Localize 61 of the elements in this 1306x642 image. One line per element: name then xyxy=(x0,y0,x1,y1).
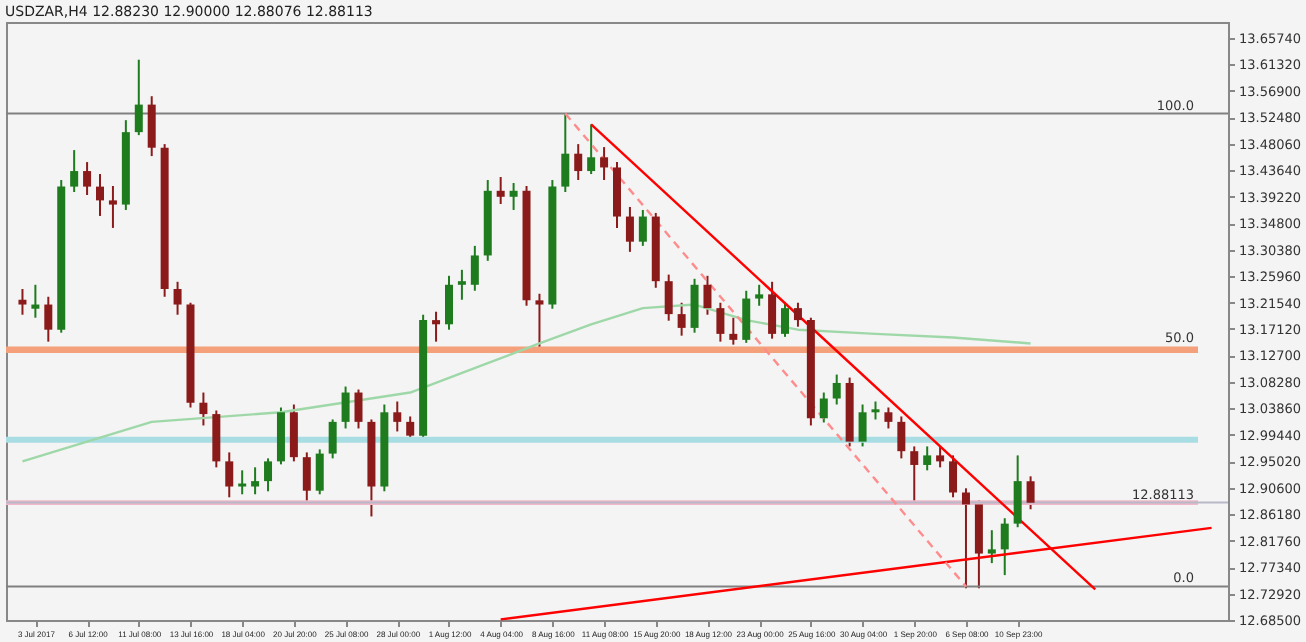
candlestick xyxy=(1000,517,1009,577)
candlestick xyxy=(729,316,738,346)
candlestick xyxy=(574,143,583,182)
candlestick xyxy=(923,445,932,472)
candlestick xyxy=(238,469,247,496)
candlestick xyxy=(457,268,466,301)
candlestick xyxy=(354,388,363,430)
candlestick xyxy=(31,283,40,319)
candlestick xyxy=(677,301,686,337)
candlestick xyxy=(173,280,182,316)
candlestick xyxy=(199,391,208,427)
candlestick xyxy=(716,301,725,343)
candlestick xyxy=(936,445,945,469)
candlestick xyxy=(949,454,958,499)
candlestick xyxy=(96,173,105,217)
candlestick xyxy=(496,176,505,205)
candlestick xyxy=(225,451,234,499)
candlestick xyxy=(703,274,712,316)
candlestick xyxy=(289,403,298,463)
candlestick xyxy=(897,415,906,460)
candlestick xyxy=(910,445,919,505)
candlestick xyxy=(793,301,802,328)
candlestick xyxy=(393,400,402,433)
candlestick xyxy=(1026,475,1035,511)
candlestick xyxy=(18,287,27,316)
candlestick xyxy=(509,182,518,211)
candlestick xyxy=(561,112,570,193)
candlestick xyxy=(742,289,751,344)
candlestick xyxy=(341,385,350,430)
candlestick xyxy=(432,310,441,343)
candlestick xyxy=(819,391,828,424)
candlestick xyxy=(768,280,777,340)
candlestick xyxy=(587,123,596,176)
candlestick xyxy=(83,161,92,196)
candlestick xyxy=(470,244,479,292)
candlestick xyxy=(134,58,143,137)
candlestick xyxy=(302,451,311,505)
candlestick xyxy=(600,146,609,182)
candlestick xyxy=(690,277,699,334)
candlestick xyxy=(987,529,996,565)
candlestick xyxy=(858,403,867,448)
candlestick xyxy=(638,208,647,247)
candlestick xyxy=(108,185,117,229)
candlestick xyxy=(755,283,764,307)
candlestick xyxy=(781,301,790,338)
candlestick xyxy=(535,292,544,349)
candlestick xyxy=(884,406,893,430)
candlestick xyxy=(625,205,634,253)
candlestick xyxy=(251,466,260,496)
candlestick xyxy=(328,418,337,460)
candlestick xyxy=(147,95,156,158)
candlestick xyxy=(315,448,324,496)
candlestick xyxy=(832,373,841,406)
candlestick xyxy=(664,273,673,322)
candlestick xyxy=(212,409,221,469)
candlestick xyxy=(264,457,273,493)
candlestick xyxy=(444,274,453,331)
candlestick xyxy=(1013,454,1022,529)
candlestick xyxy=(961,487,970,590)
candlestick xyxy=(70,149,79,193)
candlestick xyxy=(44,295,53,343)
